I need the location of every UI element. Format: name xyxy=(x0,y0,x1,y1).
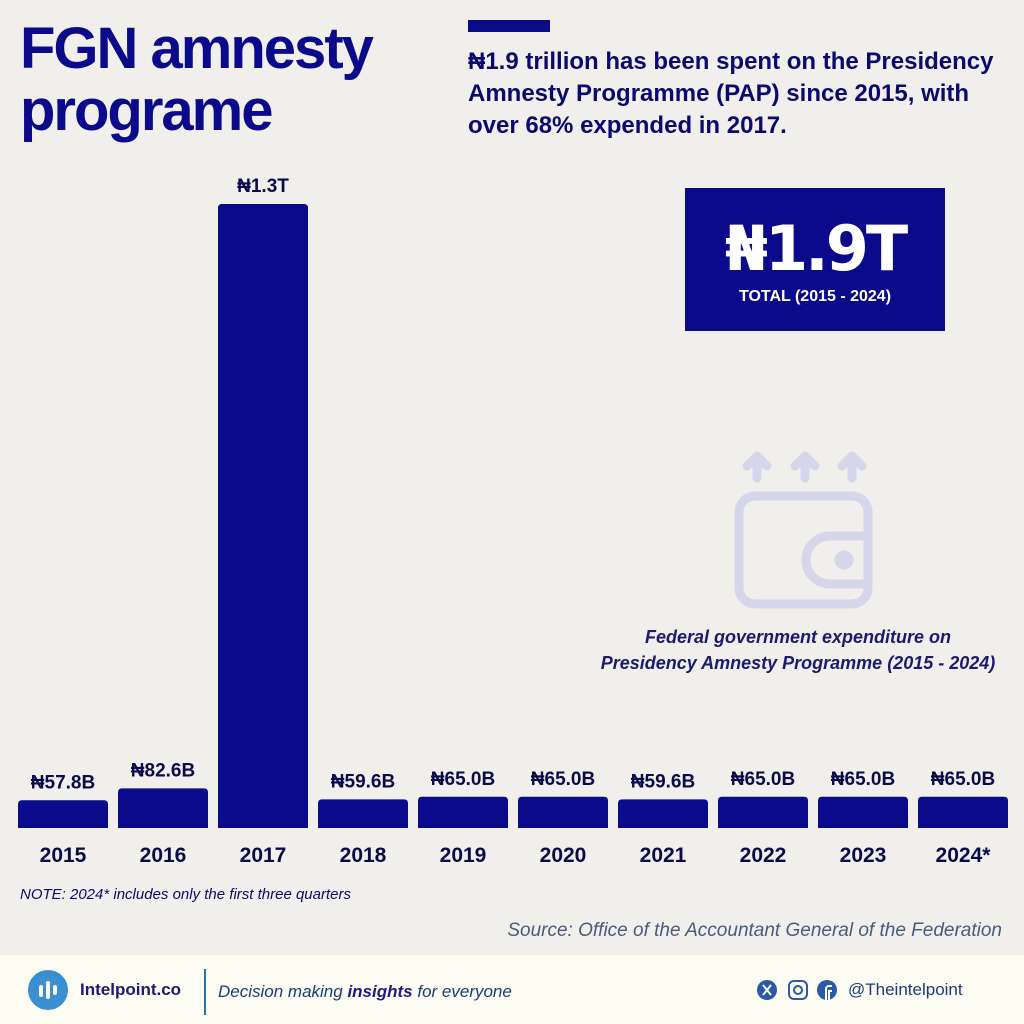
value-label: ₦65.0B xyxy=(431,769,495,790)
footer: Intelpoint.co Decision making insights f… xyxy=(0,955,1024,1024)
x-tick-label: 2015 xyxy=(40,844,87,867)
bar xyxy=(18,800,108,828)
total-box: ₦1.9T TOTAL (2015 - 2024) xyxy=(685,188,945,331)
bar xyxy=(218,204,308,828)
x-tick-label: 2019 xyxy=(440,844,487,867)
bar xyxy=(718,796,808,828)
value-label: ₦65.0B xyxy=(531,769,595,790)
brand: Intelpoint.co xyxy=(80,980,182,999)
subtitle: ₦1.9 trillion has been spent on the Pres… xyxy=(468,48,994,139)
x-tick-label: 2024* xyxy=(936,844,992,867)
bar xyxy=(318,799,408,828)
x-tick-label: 2016 xyxy=(140,844,187,867)
logo xyxy=(28,970,68,1010)
value-label: ₦1.3T xyxy=(237,176,289,197)
chart: ₦57.8B 2015 ₦82.6B 2016 ₦1.3T 2017 ₦59.6B 2018 ₦… xyxy=(18,176,1008,867)
bar xyxy=(118,788,208,828)
value-label: ₦59.6B xyxy=(331,771,395,792)
handle: @Theintelpoint xyxy=(848,980,963,999)
value-label: ₦59.6B xyxy=(631,771,695,792)
total-label: TOTAL (2015 - 2024) xyxy=(738,288,892,305)
social-icons xyxy=(757,980,837,1000)
accent-bar xyxy=(468,20,550,32)
x-tick-label: 2022 xyxy=(740,844,787,867)
bar xyxy=(518,796,608,828)
bar xyxy=(618,799,708,828)
value-label: ₦65.0B xyxy=(931,769,995,790)
tagline: Decision making insights for everyone xyxy=(218,982,512,1002)
separator xyxy=(204,969,206,1015)
value-label: ₦57.8B xyxy=(31,772,95,793)
x-tick-label: 2017 xyxy=(240,844,287,867)
source: Source: Office of the Accountant General… xyxy=(507,920,1002,941)
title: FGN amnesty programe xyxy=(20,16,374,143)
value-label: ₦82.6B xyxy=(131,760,195,781)
x-tick-label: 2018 xyxy=(340,844,387,867)
note: NOTE: 2024* includes only the first thre… xyxy=(20,886,351,903)
tagline-emphasis: insights xyxy=(347,982,413,1001)
value-label: ₦65.0B xyxy=(831,769,895,790)
caption: Federal government expenditure on Presid… xyxy=(600,627,996,673)
bar xyxy=(818,796,908,828)
wallet-icon xyxy=(734,451,873,609)
x-tick-label: 2021 xyxy=(640,844,687,867)
bar xyxy=(918,796,1008,828)
x-tick-label: 2020 xyxy=(540,844,587,867)
tagline-text: Decision making xyxy=(218,982,348,1001)
x-tick-label: 2023 xyxy=(840,844,887,867)
tagline-text: for everyone xyxy=(412,982,512,1001)
bar xyxy=(418,796,508,828)
total-value: ₦1.9T xyxy=(724,212,908,285)
value-label: ₦65.0B xyxy=(731,769,795,790)
